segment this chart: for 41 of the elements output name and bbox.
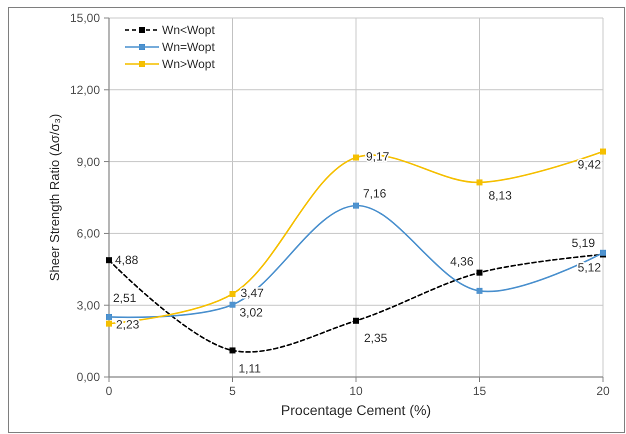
data-label: 1,11 (238, 361, 262, 376)
data-label: 7,16 (363, 186, 387, 201)
data-label: 5,19 (572, 236, 596, 250)
y-axis-title: Sheer Strength Ratio (Δσ/σ₃) (47, 114, 62, 282)
point (106, 320, 112, 327)
data-label: 9,42 (578, 158, 602, 172)
x-tick-label: 15 (472, 384, 486, 398)
data-label: 2,51 (113, 290, 137, 305)
point (230, 347, 236, 354)
x-tick-label: 5 (229, 384, 236, 398)
y-tick-label: 3,00 (76, 298, 100, 312)
point (230, 302, 236, 308)
x-tick-label: 10 (349, 384, 363, 398)
y-tick-label: 12,00 (70, 83, 100, 97)
point (600, 148, 606, 155)
point (476, 270, 482, 276)
y-tick-label: 9,00 (76, 154, 100, 169)
y-tick-label: 15,00 (70, 11, 100, 26)
data-label: 4,36 (450, 254, 474, 269)
point (476, 179, 482, 186)
point (106, 257, 112, 264)
legend-label: Wn=Wopt (162, 40, 216, 54)
data-label: 2,23 (116, 318, 140, 332)
x-tick-label: 0 (106, 384, 113, 398)
legend-label: Wn>Wopt (162, 57, 216, 72)
y-tick-label: 6,00 (76, 226, 100, 241)
point (353, 202, 359, 209)
point (230, 290, 236, 297)
point (106, 314, 112, 320)
point (353, 154, 359, 161)
x-axis-title: Procentage Cement (%) (280, 402, 432, 418)
data-label: 8,13 (488, 188, 512, 202)
data-label: 4,88 (115, 253, 139, 268)
y-tick-label: 0,00 (76, 370, 100, 384)
data-label: 2,35 (364, 330, 388, 345)
data-label: 3,02 (240, 306, 264, 320)
x-tick-label: 20 (596, 384, 610, 398)
point (476, 288, 482, 294)
legend-label: Wn<Wopt (162, 23, 216, 38)
point (353, 318, 359, 324)
data-label: 5,12 (578, 260, 602, 274)
